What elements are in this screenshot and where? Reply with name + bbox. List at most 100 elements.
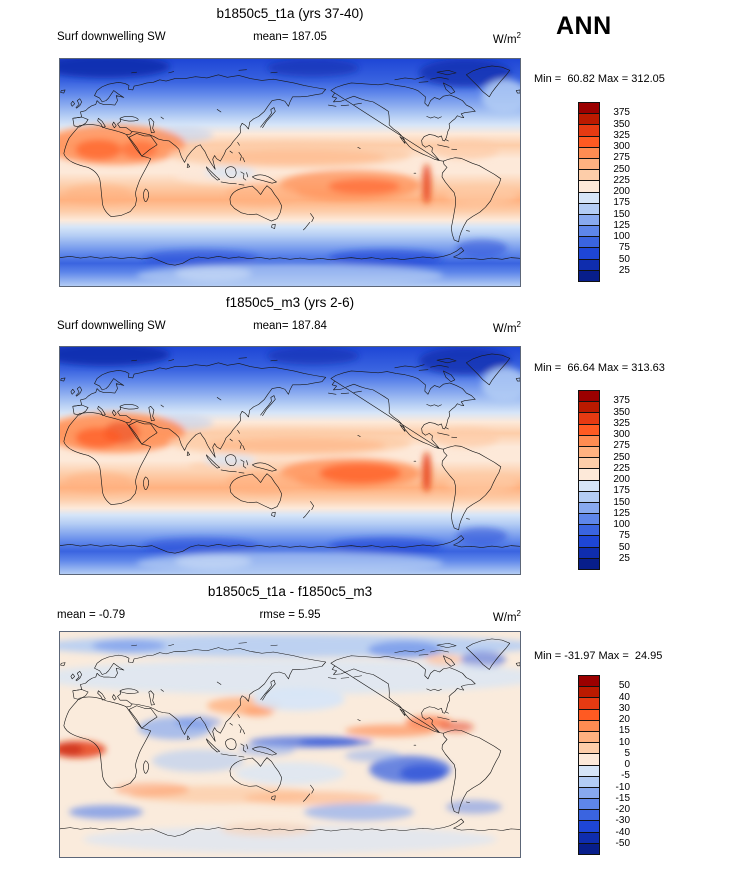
panel3-title: b1850c5_t1a - f1850c5_m3 xyxy=(207,584,373,599)
colorbar-segment xyxy=(579,424,599,436)
colorbar-tick-label: 15 xyxy=(618,725,630,737)
colorbar-segment xyxy=(579,147,599,159)
colorbar-tick-label: 250 xyxy=(613,451,630,463)
colorbar-tick-label: 175 xyxy=(613,485,630,497)
colorbar-segment xyxy=(579,799,599,811)
panel1-variable-label: Surf downwelling SW xyxy=(57,31,166,43)
colorbar-tick-label: 25 xyxy=(618,552,630,564)
colorbar-tick-label: 10 xyxy=(618,736,630,748)
colorbar-tick-label: 25 xyxy=(618,264,630,276)
colorbar-segment xyxy=(579,391,599,403)
colorbar-segment xyxy=(579,731,599,744)
colorbar-tick-labels: 50 40 30 20 15 10 5 0 -5 -10 -15 -20 -30 -40 -50 xyxy=(602,675,630,855)
colorbar-tick-label: 40 xyxy=(618,691,630,703)
colorbar-segment xyxy=(579,709,599,721)
colorbar-segment xyxy=(579,754,599,766)
colorbar-segment xyxy=(579,192,599,204)
panel3-mean-label: mean = -0.79 xyxy=(57,609,126,621)
colorbar-tick-label: 5 xyxy=(624,747,630,759)
colorbar-segment xyxy=(579,114,599,126)
panel3-rmse-label: rmse = 5.95 xyxy=(259,609,321,621)
colorbar-tick-label: 50 xyxy=(618,253,630,265)
colorbar-tick-label: 125 xyxy=(613,507,630,519)
colorbar-tick-label: 200 xyxy=(613,474,630,485)
colorbar-tick-label: 150 xyxy=(613,208,630,220)
colorbar-tick-label: -50 xyxy=(615,837,630,849)
colorbar-segment xyxy=(579,125,599,137)
colorbar-tick-label: 30 xyxy=(618,702,630,714)
panel2-mean-label: mean= 187.84 xyxy=(253,320,327,332)
colorbar-swatches xyxy=(578,675,600,855)
colorbar-segment xyxy=(579,480,599,492)
panel1-map-svg xyxy=(60,59,520,286)
panel2-minmax: Min = 66.64 Max = 313.63 xyxy=(534,362,665,374)
panel1-minmax: Min = 60.82 Max = 312.05 xyxy=(534,73,665,85)
panel3-colorbar: 50 40 30 20 15 10 5 0 -5 -10 -15 -20 -30 -40 -50 xyxy=(578,675,658,855)
colorbar-tick-labels: 375 350 325 300 275 250 225 200 175 150 125 100 75 50… xyxy=(602,390,630,570)
colorbar-tick-label: 250 xyxy=(613,163,630,175)
colorbar-tick-label: 20 xyxy=(618,714,630,725)
colorbar-tick-label: 350 xyxy=(613,118,630,130)
colorbar-tick-label: 225 xyxy=(613,462,630,474)
colorbar-segment xyxy=(579,720,599,732)
map-field-blobs xyxy=(60,59,520,286)
map-field-blobs xyxy=(60,634,520,854)
colorbar-segment xyxy=(579,446,599,459)
colorbar-tick-label: -40 xyxy=(615,826,630,838)
colorbar-tick-labels: 375 350 325 300 275 250 225 200 175 150 125 100 75 50… xyxy=(602,102,630,282)
colorbar-tick-label: 200 xyxy=(613,186,630,197)
colorbar-tick-label: 100 xyxy=(613,231,630,242)
colorbar-swatches xyxy=(578,102,600,282)
panel3-map-svg xyxy=(60,632,520,857)
panel1-map xyxy=(59,58,521,287)
colorbar-segment xyxy=(579,821,599,833)
colorbar-tick-label: -20 xyxy=(615,804,630,815)
colorbar-tick-label: -15 xyxy=(615,792,630,804)
colorbar-tick-label: 50 xyxy=(618,541,630,553)
colorbar-segment xyxy=(579,810,599,822)
units-exponent: 2 xyxy=(516,31,521,40)
panel2-title: f1850c5_m3 (yrs 2-6) xyxy=(225,295,355,310)
colorbar-tick-label: -10 xyxy=(615,781,630,793)
colorbar-segment xyxy=(579,226,599,238)
colorbar-segment xyxy=(579,843,599,854)
panel3-map xyxy=(59,631,521,858)
panel2-map xyxy=(59,346,521,575)
colorbar-segment xyxy=(579,558,599,569)
colorbar-tick-label: 300 xyxy=(613,141,630,152)
colorbar-swatches xyxy=(578,390,600,570)
colorbar-tick-label: 75 xyxy=(618,242,630,254)
panel2-variable-label: Surf downwelling SW xyxy=(57,320,166,332)
colorbar-tick-label: 225 xyxy=(613,174,630,186)
colorbar-segment xyxy=(579,158,599,171)
colorbar-tick-label: 75 xyxy=(618,530,630,542)
colorbar-segment xyxy=(579,525,599,537)
panel1-units-label: W/m2 xyxy=(492,31,521,46)
colorbar-segment xyxy=(579,402,599,414)
colorbar-segment xyxy=(579,214,599,227)
colorbar-tick-label: 375 xyxy=(613,107,630,119)
colorbar-segment xyxy=(579,765,599,777)
colorbar-tick-label: 275 xyxy=(613,440,630,452)
colorbar-segment xyxy=(579,170,599,182)
colorbar-segment xyxy=(579,237,599,249)
panel2-units-label: W/m2 xyxy=(492,320,521,335)
colorbar-tick-label: 325 xyxy=(613,417,630,429)
colorbar-segment xyxy=(579,743,599,755)
colorbar-tick-label: 100 xyxy=(613,519,630,530)
colorbar-tick-label: 300 xyxy=(613,429,630,440)
colorbar-segment xyxy=(579,458,599,470)
colorbar-segment xyxy=(579,776,599,788)
colorbar-tick-label: 125 xyxy=(613,219,630,231)
colorbar-tick-label: 375 xyxy=(613,395,630,407)
panel3-minmax: Min = -31.97 Max = 24.95 xyxy=(534,650,663,662)
colorbar-segment xyxy=(579,270,599,281)
colorbar-tick-label: -5 xyxy=(621,770,630,782)
colorbar-segment xyxy=(579,502,599,515)
units-exponent: 2 xyxy=(516,609,521,618)
colorbar-segment xyxy=(579,203,599,215)
colorbar-segment xyxy=(579,491,599,503)
map-field-blobs xyxy=(60,347,520,574)
colorbar-tick-label: 350 xyxy=(613,406,630,418)
colorbar-segment xyxy=(579,832,599,844)
